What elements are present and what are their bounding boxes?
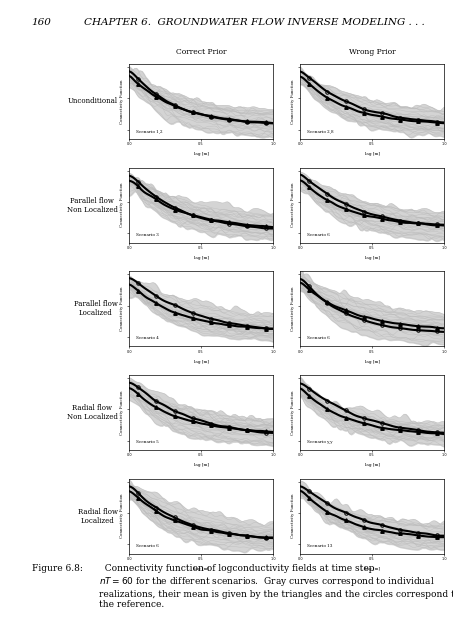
Y-axis label: Connectivity Function: Connectivity Function bbox=[291, 79, 295, 124]
Text: Radial flow
Non Localized: Radial flow Non Localized bbox=[67, 404, 118, 421]
Y-axis label: Connectivity Function: Connectivity Function bbox=[291, 183, 295, 227]
Text: Scenario 5: Scenario 5 bbox=[136, 440, 159, 444]
Text: Scenario 3: Scenario 3 bbox=[136, 232, 159, 237]
Text: Correct Prior: Correct Prior bbox=[176, 48, 226, 56]
Y-axis label: Connectivity Function: Connectivity Function bbox=[120, 494, 124, 538]
Text: Scenario 1,2: Scenario 1,2 bbox=[136, 129, 163, 133]
Y-axis label: Connectivity Function: Connectivity Function bbox=[291, 287, 295, 331]
Text: lag [m]: lag [m] bbox=[193, 360, 208, 364]
Text: lag [m]: lag [m] bbox=[193, 152, 208, 156]
Y-axis label: Connectivity Function: Connectivity Function bbox=[120, 79, 124, 124]
Text: Scenario 4: Scenario 4 bbox=[136, 336, 159, 340]
Text: Scenario 6: Scenario 6 bbox=[136, 543, 159, 548]
Text: lag [m]: lag [m] bbox=[193, 567, 208, 571]
Y-axis label: Connectivity Function: Connectivity Function bbox=[120, 183, 124, 227]
Text: lag [m]: lag [m] bbox=[365, 360, 380, 364]
Text: Scenario 6: Scenario 6 bbox=[307, 232, 330, 237]
Text: Scenario y,y: Scenario y,y bbox=[307, 440, 333, 444]
Text: lag [m]: lag [m] bbox=[365, 567, 380, 571]
Text: Scenario 6: Scenario 6 bbox=[307, 336, 330, 340]
Y-axis label: Connectivity Function: Connectivity Function bbox=[291, 494, 295, 538]
Text: Wrong Prior: Wrong Prior bbox=[349, 48, 395, 56]
Text: Scenario 13: Scenario 13 bbox=[307, 543, 333, 548]
Text: Parallel flow
Localized: Parallel flow Localized bbox=[74, 300, 118, 317]
Text: 160: 160 bbox=[32, 18, 52, 27]
Text: lag [m]: lag [m] bbox=[365, 463, 380, 467]
Text: Unconditional: Unconditional bbox=[68, 97, 118, 106]
Y-axis label: Connectivity Function: Connectivity Function bbox=[120, 287, 124, 331]
Text: Connectivity function of logconductivity fields at time step
$nT = 60$ for the d: Connectivity function of logconductivity… bbox=[99, 564, 453, 609]
Text: lag [m]: lag [m] bbox=[365, 152, 380, 156]
Text: lag [m]: lag [m] bbox=[365, 256, 380, 260]
Text: CHAPTER 6.  GROUNDWATER FLOW INVERSE MODELING . . .: CHAPTER 6. GROUNDWATER FLOW INVERSE MODE… bbox=[84, 18, 424, 27]
Text: Figure 6.8:: Figure 6.8: bbox=[32, 564, 82, 573]
Text: Radial flow
Localized: Radial flow Localized bbox=[78, 508, 118, 525]
Y-axis label: Connectivity Function: Connectivity Function bbox=[120, 390, 124, 435]
Text: lag [m]: lag [m] bbox=[193, 463, 208, 467]
Text: lag [m]: lag [m] bbox=[193, 256, 208, 260]
Text: Parallel flow
Non Localized: Parallel flow Non Localized bbox=[67, 196, 118, 214]
Y-axis label: Connectivity Function: Connectivity Function bbox=[291, 390, 295, 435]
Text: Scenario 2,8: Scenario 2,8 bbox=[307, 129, 334, 133]
